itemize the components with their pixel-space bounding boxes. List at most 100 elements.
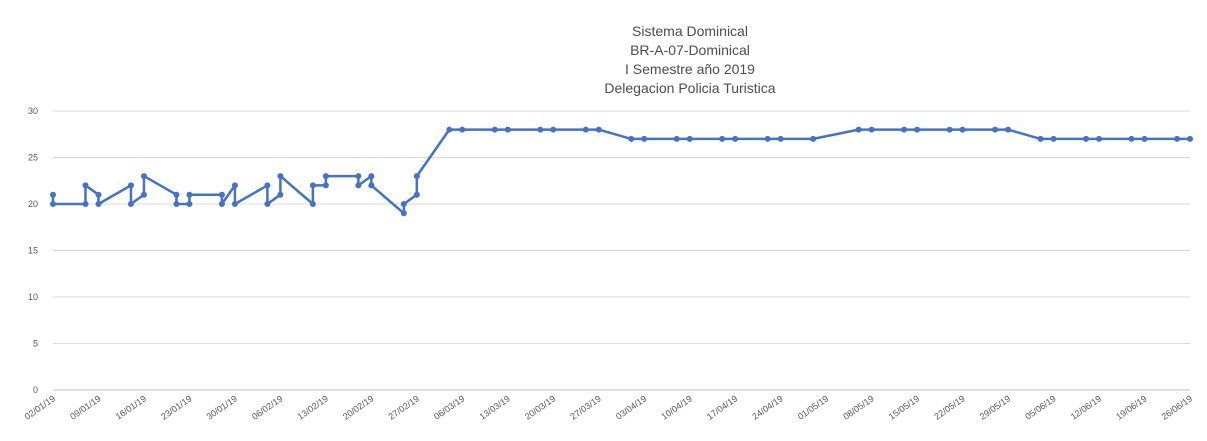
data-point (277, 173, 284, 180)
data-point (914, 126, 921, 133)
data-point (1187, 135, 1193, 142)
data-point (355, 182, 362, 189)
data-point (95, 191, 102, 198)
data-point (231, 182, 238, 189)
data-point (992, 126, 999, 133)
data-point (140, 191, 147, 198)
x-tick-label: 13/03/19 (478, 393, 512, 421)
data-point (641, 135, 648, 142)
data-point (959, 126, 966, 133)
chart-title: Delegacion Policia Turistica (604, 80, 775, 96)
x-tick-label: 05/06/19 (1023, 393, 1057, 421)
x-tick-label: 12/06/19 (1069, 393, 1103, 421)
y-tick-label: 25 (28, 153, 38, 163)
data-point (368, 182, 375, 189)
x-tick-label: 06/02/19 (250, 393, 284, 421)
chart-title: I Semestre año 2019 (625, 61, 755, 77)
data-point (595, 126, 602, 133)
x-tick-label: 15/05/19 (887, 393, 921, 421)
data-point (127, 201, 134, 207)
data-point (550, 126, 557, 133)
data-point (186, 201, 193, 207)
data-point (1037, 135, 1044, 142)
data-point (413, 173, 420, 180)
data-point (673, 135, 680, 142)
data-point (231, 201, 238, 207)
data-point (686, 135, 693, 142)
data-point (901, 126, 908, 133)
data-point (309, 182, 316, 189)
data-point (1050, 135, 1057, 142)
x-tick-label: 20/02/19 (341, 393, 375, 421)
data-point (50, 191, 56, 198)
y-tick-label: 15 (28, 246, 38, 256)
data-point (810, 135, 817, 142)
data-point (413, 191, 420, 198)
y-tick-label: 0 (33, 385, 38, 395)
x-tick-label: 27/03/19 (568, 393, 602, 421)
data-point (309, 201, 316, 207)
x-tick-label: 09/01/19 (68, 393, 102, 421)
x-tick-label: 16/01/19 (114, 393, 148, 421)
x-tick-label: 08/05/19 (841, 393, 875, 421)
data-point (218, 201, 225, 207)
data-point (537, 126, 544, 133)
data-point (277, 191, 284, 198)
chart-title: Sistema Dominical (632, 23, 748, 39)
x-tick-label: 17/04/19 (705, 393, 739, 421)
y-tick-label: 10 (28, 292, 38, 302)
data-point (1128, 135, 1135, 142)
x-tick-label: 29/05/19 (978, 393, 1012, 421)
data-point (764, 135, 771, 142)
data-point (582, 126, 589, 133)
data-point (127, 182, 134, 189)
y-tick-label: 5 (33, 339, 38, 349)
data-point (777, 135, 784, 142)
data-point (355, 173, 362, 180)
x-tick-label: 13/02/19 (296, 393, 330, 421)
x-tick-label: 01/05/19 (796, 393, 830, 421)
data-point (719, 135, 726, 142)
x-tick-label: 20/03/19 (523, 393, 557, 421)
data-point (400, 201, 407, 207)
y-tick-label: 30 (28, 106, 38, 116)
x-tick-label: 10/04/19 (659, 393, 693, 421)
data-line (51, 128, 1190, 215)
data-point (946, 126, 953, 133)
data-point (368, 173, 375, 180)
data-point (186, 191, 193, 198)
data-point (1005, 126, 1012, 133)
data-point (628, 135, 635, 142)
data-point (504, 126, 511, 133)
x-tick-label: 03/04/19 (614, 393, 648, 421)
data-point (82, 201, 89, 207)
data-point (264, 201, 271, 207)
data-point (1141, 135, 1148, 142)
data-point (173, 201, 180, 207)
x-tick-label: 22/05/19 (932, 393, 966, 421)
data-point (868, 126, 875, 133)
data-point (173, 191, 180, 198)
y-tick-label: 20 (28, 199, 38, 209)
data-point (82, 182, 89, 189)
x-tick-label: 24/04/19 (750, 393, 784, 421)
data-point (1083, 135, 1090, 142)
data-point (459, 126, 466, 133)
data-point (322, 173, 329, 180)
x-tick-label: 19/06/19 (1114, 393, 1148, 421)
data-point (218, 191, 225, 198)
data-point (264, 182, 271, 189)
data-point (855, 126, 862, 133)
data-point (50, 201, 56, 207)
data-point (1174, 135, 1181, 142)
data-point (1096, 135, 1103, 142)
data-point (446, 126, 453, 133)
data-point (140, 173, 147, 180)
x-tick-label: 30/01/19 (205, 393, 239, 421)
chart-title: BR-A-07-Dominical (630, 42, 750, 58)
x-tick-label: 26/06/19 (1160, 393, 1194, 421)
data-point (95, 201, 102, 207)
data-point (322, 182, 329, 189)
data-point (732, 135, 739, 142)
